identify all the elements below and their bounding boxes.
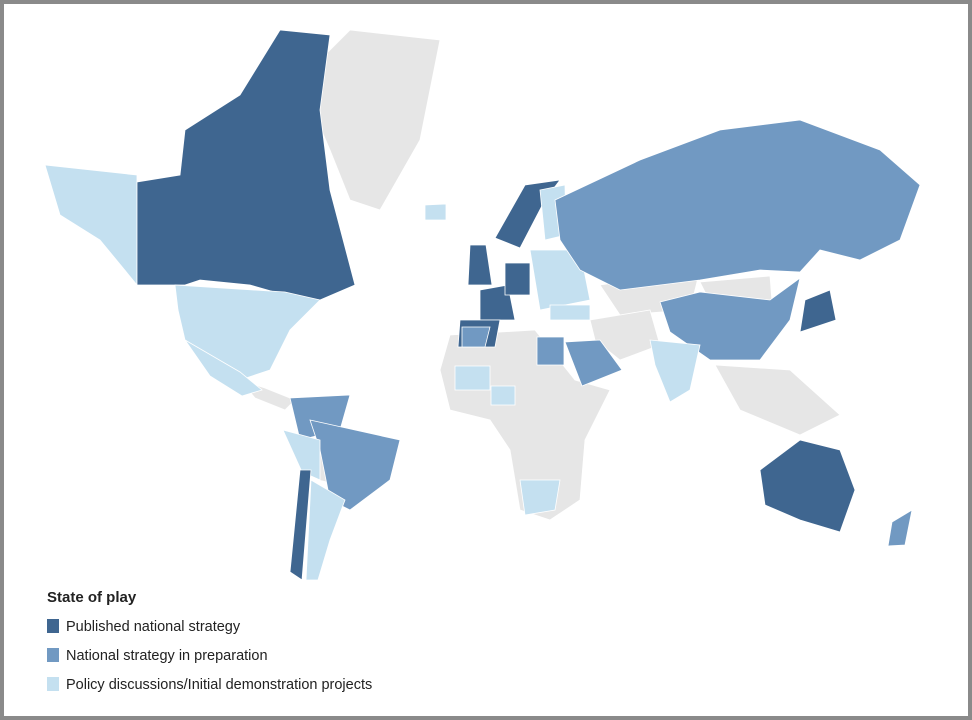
- country: [424, 203, 447, 221]
- country: [184, 339, 263, 397]
- legend-label: Published national strategy: [66, 619, 241, 635]
- legend-title: State of play: [47, 589, 137, 606]
- country: [504, 262, 531, 296]
- country: [659, 277, 801, 361]
- country: [454, 365, 491, 391]
- country: [799, 289, 837, 333]
- country: [529, 249, 591, 311]
- country: [549, 304, 591, 321]
- country: [461, 326, 491, 348]
- country: [467, 244, 493, 286]
- legend-swatch: [47, 677, 59, 691]
- country: [536, 336, 565, 366]
- legend: State of play Published national strateg…: [47, 589, 372, 693]
- country: [564, 339, 623, 387]
- legend-swatch: [47, 648, 59, 662]
- legend-swatch: [47, 619, 59, 633]
- country: [305, 479, 346, 581]
- country: [759, 439, 856, 533]
- country: [554, 119, 921, 291]
- iran-region: [589, 309, 661, 361]
- country: [44, 164, 138, 287]
- country: [649, 339, 701, 403]
- country: [887, 509, 913, 547]
- country: [174, 284, 321, 381]
- country: [519, 479, 561, 516]
- country: [136, 29, 356, 301]
- legend-label: Policy discussions/Initial demonstration…: [66, 677, 372, 693]
- legend-label: National strategy in preparation: [66, 648, 268, 664]
- country: [289, 469, 312, 581]
- countries: [44, 29, 921, 581]
- greenland: [299, 29, 441, 211]
- country: [282, 429, 321, 481]
- southeast-asia: [714, 364, 841, 436]
- country: [490, 385, 516, 406]
